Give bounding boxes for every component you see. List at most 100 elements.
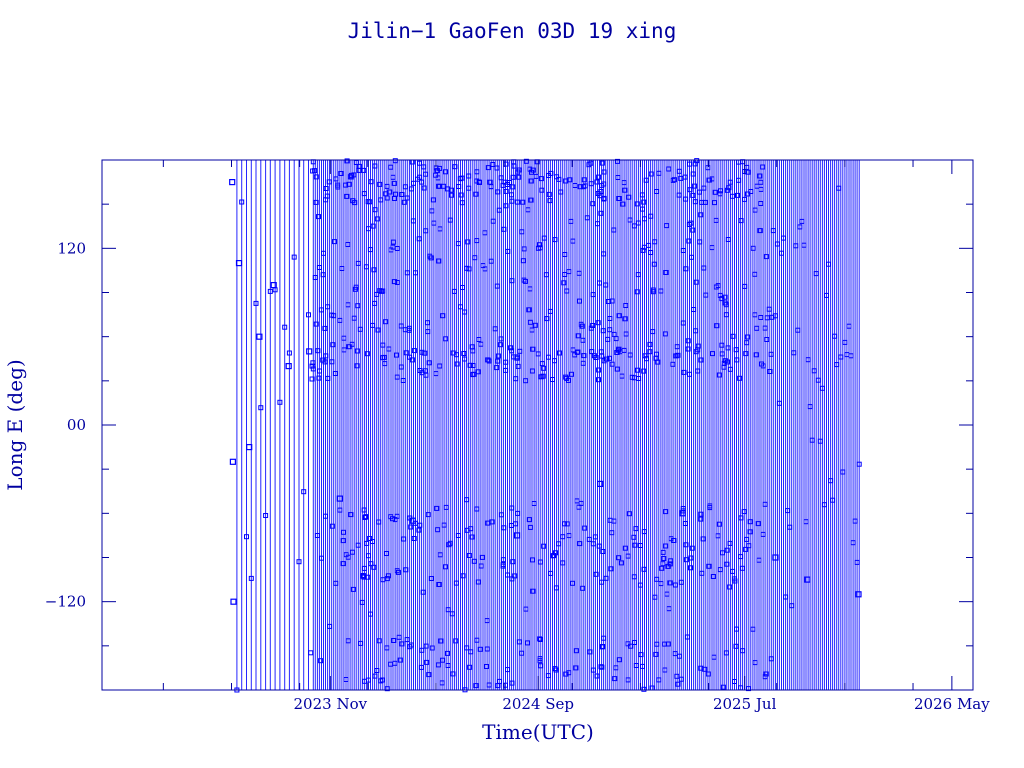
data-point bbox=[698, 516, 704, 522]
data-point bbox=[758, 201, 764, 206]
data-point bbox=[391, 180, 397, 186]
data-point bbox=[445, 607, 451, 613]
data-point bbox=[676, 168, 682, 174]
data-point bbox=[552, 237, 558, 243]
data-point bbox=[501, 226, 507, 232]
data-point bbox=[737, 375, 743, 381]
data-point bbox=[763, 254, 769, 260]
data-point bbox=[452, 164, 458, 170]
data-point bbox=[713, 217, 719, 223]
data-point bbox=[631, 223, 637, 229]
data-point bbox=[341, 335, 347, 341]
data-point bbox=[523, 158, 529, 164]
data-point bbox=[558, 189, 564, 195]
data-point bbox=[564, 288, 570, 294]
data-point bbox=[676, 192, 682, 198]
data-point bbox=[522, 278, 528, 284]
data-point bbox=[698, 212, 704, 218]
data-point bbox=[598, 210, 604, 216]
data-point bbox=[676, 653, 682, 659]
data-point bbox=[641, 368, 647, 374]
data-point bbox=[637, 543, 643, 548]
data-point bbox=[696, 189, 702, 195]
data-point bbox=[503, 203, 509, 209]
data-point bbox=[325, 304, 331, 310]
data-point bbox=[478, 563, 484, 569]
data-point bbox=[785, 508, 791, 514]
data-point bbox=[727, 366, 733, 372]
data-point bbox=[529, 368, 535, 374]
data-point bbox=[267, 288, 273, 294]
data-point bbox=[466, 185, 472, 191]
data-point bbox=[277, 399, 283, 405]
data-point bbox=[570, 238, 576, 244]
data-point bbox=[658, 288, 664, 294]
data-point bbox=[740, 648, 746, 654]
data-point bbox=[516, 639, 522, 645]
data-point bbox=[402, 184, 408, 190]
data-point bbox=[455, 533, 461, 538]
data-point bbox=[690, 227, 696, 233]
data-point bbox=[385, 573, 391, 579]
data-point bbox=[384, 195, 390, 201]
data-point bbox=[537, 242, 542, 248]
data-point bbox=[712, 200, 717, 206]
data-point bbox=[651, 261, 657, 267]
data-point bbox=[376, 519, 382, 525]
data-point bbox=[593, 355, 599, 360]
data-point bbox=[383, 319, 389, 325]
data-point bbox=[709, 176, 715, 182]
data-point bbox=[632, 640, 637, 645]
data-point bbox=[687, 161, 692, 167]
data-point bbox=[450, 671, 456, 677]
data-point bbox=[781, 235, 786, 241]
data-point bbox=[437, 226, 443, 232]
data-point bbox=[235, 260, 243, 267]
data-point bbox=[477, 646, 483, 652]
data-point bbox=[308, 650, 314, 656]
data-point bbox=[599, 579, 605, 585]
data-point bbox=[719, 342, 725, 348]
data-point bbox=[811, 368, 817, 374]
data-point bbox=[803, 519, 809, 525]
data-point bbox=[804, 576, 811, 583]
data-point bbox=[698, 357, 704, 363]
data-point bbox=[361, 565, 367, 571]
data-point bbox=[433, 172, 439, 178]
data-point bbox=[668, 558, 674, 564]
data-point bbox=[478, 341, 484, 347]
data-point bbox=[621, 180, 627, 186]
data-point bbox=[355, 303, 361, 309]
data-point bbox=[641, 199, 647, 205]
data-point bbox=[712, 189, 718, 195]
data-point bbox=[680, 248, 686, 253]
data-point bbox=[654, 576, 660, 582]
data-point bbox=[613, 665, 619, 671]
data-point bbox=[486, 358, 492, 364]
data-point bbox=[490, 162, 496, 167]
data-point bbox=[474, 506, 480, 512]
data-point bbox=[538, 374, 544, 380]
data-point bbox=[509, 576, 515, 582]
data-point bbox=[366, 226, 371, 232]
data-point bbox=[699, 570, 705, 576]
data-point bbox=[795, 327, 801, 333]
data-point bbox=[586, 536, 592, 542]
data-point bbox=[664, 223, 670, 229]
data-point bbox=[705, 671, 711, 677]
data-point bbox=[615, 158, 620, 164]
data-point bbox=[662, 331, 668, 337]
data-point bbox=[454, 361, 460, 367]
data-point bbox=[394, 513, 400, 519]
data-point bbox=[689, 254, 694, 260]
data-point bbox=[597, 193, 603, 199]
data-point bbox=[321, 250, 326, 256]
data-point bbox=[378, 197, 384, 203]
data-point bbox=[674, 344, 680, 350]
data-point bbox=[634, 289, 640, 295]
data-point bbox=[718, 188, 723, 194]
data-point bbox=[475, 579, 481, 585]
data-point bbox=[826, 261, 831, 267]
data-point bbox=[460, 285, 465, 290]
data-point bbox=[382, 361, 388, 367]
